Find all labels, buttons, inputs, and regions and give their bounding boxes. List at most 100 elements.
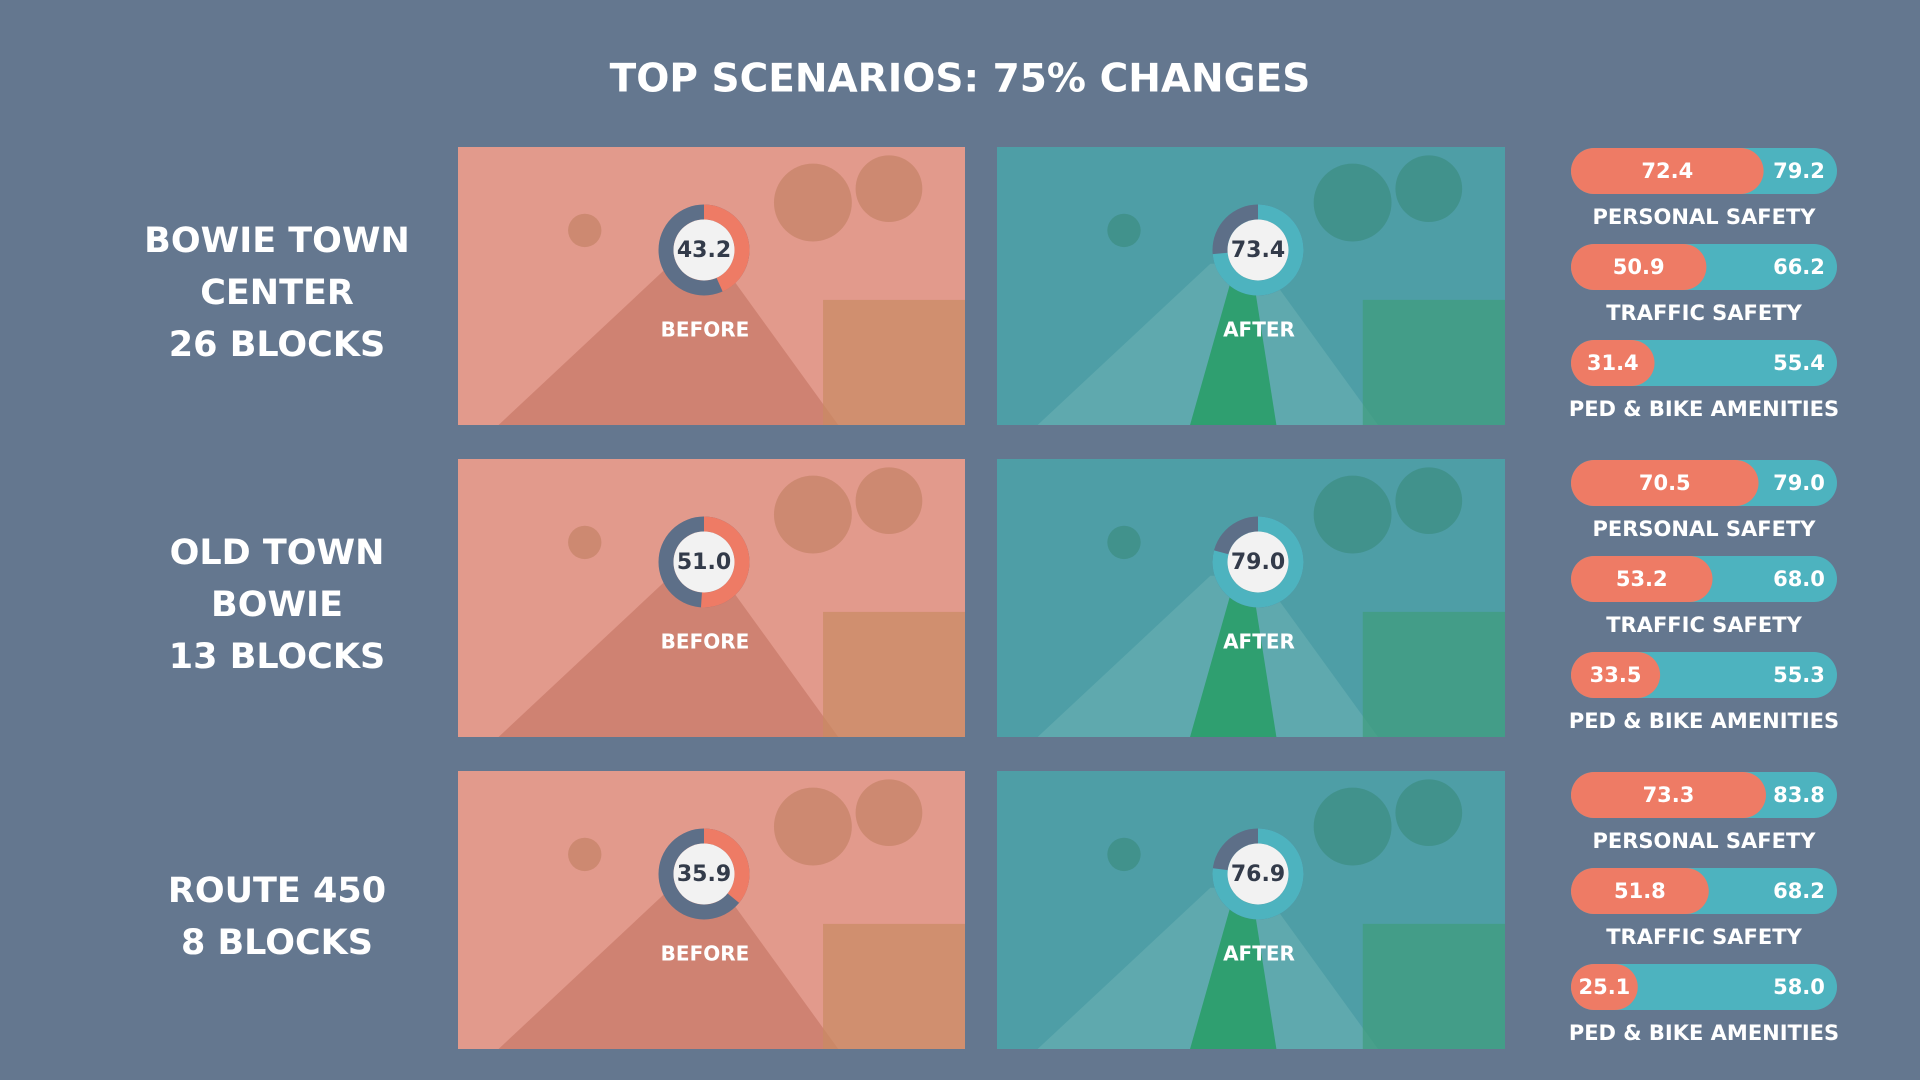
photo-tree xyxy=(1313,787,1392,866)
metric-name: PERSONAL SAFETY xyxy=(1592,829,1816,853)
photo-ground xyxy=(1362,923,1505,1049)
scenario-name: BOWIE xyxy=(211,585,343,625)
after-value: 68.2 xyxy=(1773,879,1825,903)
gauge-center xyxy=(1227,219,1289,281)
scenario-name: 13 BLOCKS xyxy=(169,637,385,677)
photo-ground xyxy=(1362,299,1505,425)
gauge-caption: BEFORE xyxy=(661,942,750,966)
photo-tree xyxy=(855,467,923,535)
photo-tree xyxy=(773,163,852,242)
scenario-name: 26 BLOCKS xyxy=(169,325,385,365)
scenario-name: ROUTE 450 xyxy=(168,871,386,911)
metric-name: TRAFFIC SAFETY xyxy=(1606,301,1802,325)
scenario-name: CENTER xyxy=(200,273,354,313)
photo-median xyxy=(1190,887,1277,1049)
before-value: 53.2 xyxy=(1616,567,1668,591)
after-value: 68.0 xyxy=(1773,567,1825,591)
photo-ground xyxy=(823,611,965,737)
before-bar xyxy=(1571,652,1661,698)
before-bar xyxy=(1571,556,1713,602)
gauge-center xyxy=(673,531,735,593)
photo-tree xyxy=(1107,837,1141,872)
photo-road xyxy=(498,263,839,425)
before-bar xyxy=(1571,772,1766,818)
photo-tree xyxy=(773,787,852,866)
photo-road xyxy=(498,575,839,737)
before-bar xyxy=(1571,460,1759,506)
after-value: 79.0 xyxy=(1773,471,1825,495)
gauge-value: 79.0 xyxy=(1231,550,1285,575)
photo-median xyxy=(1190,575,1277,737)
after-value: 79.2 xyxy=(1773,159,1825,183)
before-bar xyxy=(1571,244,1707,290)
metric-name: TRAFFIC SAFETY xyxy=(1606,925,1802,949)
before-bar xyxy=(1571,964,1638,1010)
before-bar xyxy=(1571,868,1709,914)
after-value: 66.2 xyxy=(1773,255,1825,279)
gauge-arc xyxy=(658,828,750,920)
gauge-arc xyxy=(1212,828,1304,920)
metric-name: PED & BIKE AMENITIES xyxy=(1569,709,1839,733)
photo-ground xyxy=(823,923,965,1049)
photo-tree xyxy=(773,475,852,554)
photo-tree xyxy=(568,213,602,248)
photo-road xyxy=(1037,263,1378,425)
photo-ground xyxy=(823,299,965,425)
gauge-arc xyxy=(658,204,750,296)
scenario-name: 8 BLOCKS xyxy=(181,923,373,963)
gauge-caption: AFTER xyxy=(1223,942,1295,966)
before-value: 25.1 xyxy=(1578,975,1630,999)
gauge-arc xyxy=(1212,204,1304,296)
gauge-caption: AFTER xyxy=(1223,318,1295,342)
after-value: 58.0 xyxy=(1773,975,1825,999)
gauge-caption: AFTER xyxy=(1223,630,1295,654)
gauge-value: 76.9 xyxy=(1231,862,1285,887)
gauge-value: 73.4 xyxy=(1231,238,1285,263)
before-value: 70.5 xyxy=(1639,471,1691,495)
metric-name: TRAFFIC SAFETY xyxy=(1606,613,1802,637)
gauge-arc xyxy=(658,516,750,608)
gauge-center xyxy=(1227,843,1289,905)
gauge-center xyxy=(1227,531,1289,593)
gauge-value: 35.9 xyxy=(677,862,731,887)
title: TOP SCENARIOS: 75% CHANGES xyxy=(610,57,1311,102)
photo-tree xyxy=(568,525,602,560)
photo-ground xyxy=(1362,611,1505,737)
before-value: 50.9 xyxy=(1613,255,1665,279)
photo-tree xyxy=(1313,475,1392,554)
before-bar xyxy=(1571,340,1655,386)
before-value: 51.8 xyxy=(1614,879,1666,903)
photo-tree xyxy=(1395,779,1463,847)
gauge-value: 43.2 xyxy=(677,238,731,263)
before-value: 31.4 xyxy=(1587,351,1639,375)
after-bar xyxy=(1571,964,1837,1010)
gauge-center xyxy=(673,219,735,281)
before-bar xyxy=(1571,148,1764,194)
gauge-arc xyxy=(1212,516,1304,608)
metric-name: PERSONAL SAFETY xyxy=(1592,517,1816,541)
before-value: 33.5 xyxy=(1590,663,1642,687)
photo-tree xyxy=(1395,467,1463,535)
photo-tree xyxy=(855,779,923,847)
photo-tree xyxy=(855,155,923,223)
scenario-name: OLD TOWN xyxy=(170,533,385,573)
after-value: 55.3 xyxy=(1773,663,1825,687)
scenario-name: BOWIE TOWN xyxy=(144,221,410,261)
photo-road xyxy=(1037,887,1378,1049)
metric-name: PED & BIKE AMENITIES xyxy=(1569,1021,1839,1045)
metric-name: PERSONAL SAFETY xyxy=(1592,205,1816,229)
gauge-caption: BEFORE xyxy=(661,318,750,342)
photo-tree xyxy=(1107,213,1141,248)
before-value: 72.4 xyxy=(1641,159,1693,183)
after-value: 83.8 xyxy=(1773,783,1825,807)
photo-tree xyxy=(1313,163,1392,242)
photo-road xyxy=(1037,575,1378,737)
photo-tree xyxy=(568,837,602,872)
photo-road xyxy=(498,887,839,1049)
photo-median xyxy=(1190,263,1277,425)
before-value: 73.3 xyxy=(1643,783,1695,807)
photo-tree xyxy=(1395,155,1463,223)
after-value: 55.4 xyxy=(1773,351,1825,375)
